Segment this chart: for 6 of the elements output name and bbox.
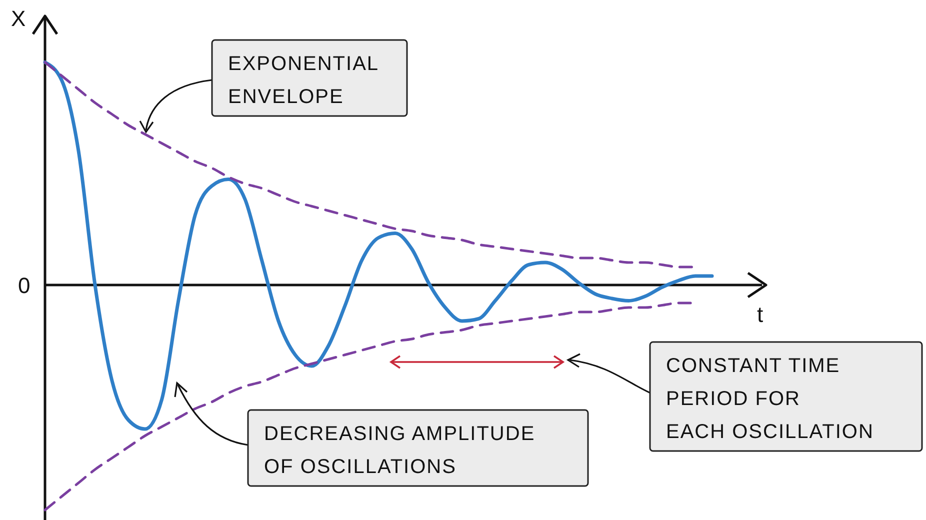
y-axis-title: X: [11, 6, 26, 31]
annotation: CONSTANT TIME PERIOD FOR EACH OSCILLATION: [666, 355, 874, 443]
annotation: EXPONENTIAL ENVELOPE: [228, 53, 380, 108]
x-axis-title: t: [757, 302, 764, 327]
text: 0: [18, 273, 30, 298]
annotation: DECREASING AMPLITUDE OF OSCILLATIONS: [264, 423, 536, 478]
